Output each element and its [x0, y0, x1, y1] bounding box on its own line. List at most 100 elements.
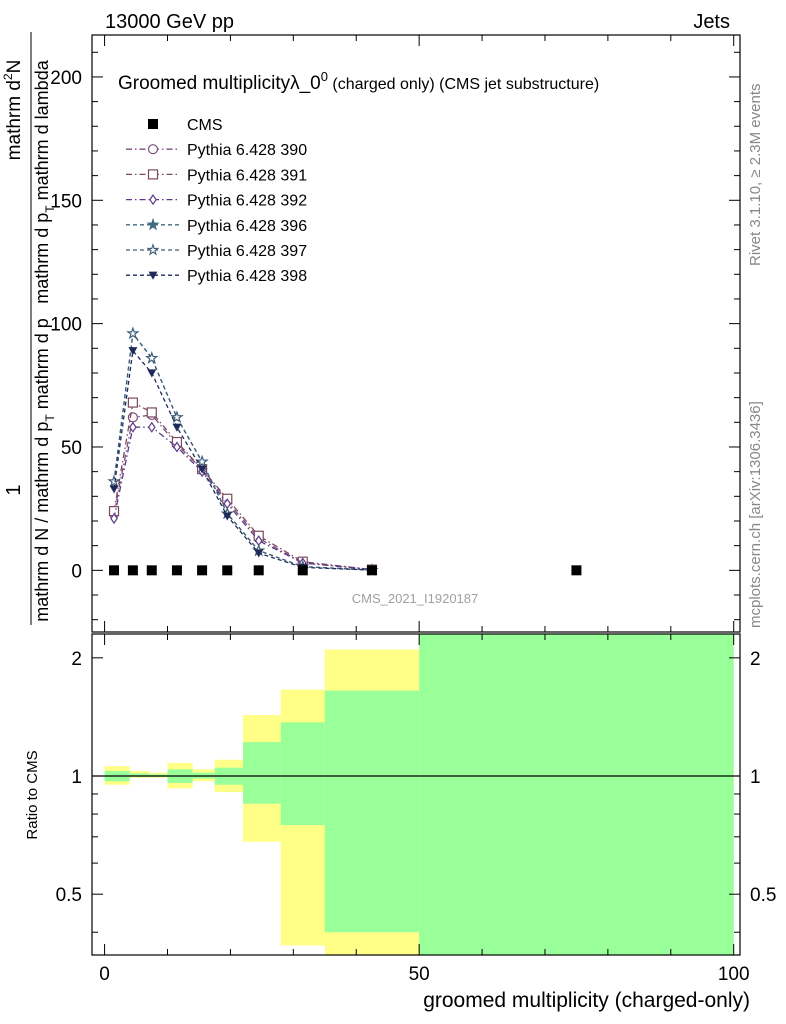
header-energy-label: 13000 GeV pp: [105, 11, 234, 33]
cms-point: [127, 565, 138, 576]
y-tick-label: 0: [71, 561, 82, 582]
main-plot-frame: [91, 34, 741, 633]
series-pythia-6.428-396: [107, 326, 379, 576]
header-category-label: Jets: [693, 11, 730, 33]
ratio-band-green: [280, 722, 325, 826]
ratio-band-green: [324, 690, 420, 933]
cms-point: [571, 565, 582, 576]
ratio-band-green: [419, 634, 734, 955]
plot-title-sup: 0: [321, 69, 328, 84]
cms-point: [297, 565, 308, 576]
cms-point: [366, 565, 377, 576]
series-point: [172, 423, 182, 432]
legend-label: Pythia 6.428 391: [187, 167, 307, 184]
y-label-one: 1: [3, 484, 25, 495]
x-tick-label: 100: [718, 964, 750, 985]
cms-point: [253, 565, 264, 576]
y-tick-label: 50: [61, 438, 82, 459]
cms-point: [222, 565, 233, 576]
y-label-lower-expression: mathrm d N / mathrm d pT mathrm d p: [32, 318, 57, 621]
ratio-tick-label-right: 1: [750, 767, 761, 788]
plot-title: Groomed multiplicityλ_00 (charged only) …: [118, 69, 599, 94]
series-point: [126, 326, 140, 340]
series-point: [110, 512, 118, 525]
series-point: [129, 421, 137, 433]
series-point: [170, 410, 184, 424]
ratio-tick-label-right: 0.5: [750, 885, 776, 906]
y-tick-label: 200: [50, 68, 82, 89]
legend-marker: [146, 243, 160, 256]
y-label-numerator: mathrm d2N: [1, 60, 25, 161]
series-point: [146, 407, 157, 418]
legend-entry: CMS: [148, 117, 223, 134]
axis-tick-labels: 0 50 100 0 50 100 150 200 0.5 0.5 1 1 2 2: [50, 68, 776, 985]
cms-data-points: [109, 565, 582, 576]
cms-point: [171, 565, 182, 576]
series-point: [173, 441, 181, 453]
ratio-y-axis-label: Ratio to CMS: [24, 750, 41, 839]
series-line: [113, 426, 373, 571]
cms-point: [109, 565, 120, 576]
series-point: [109, 485, 119, 494]
ratio-tick-label: 2: [71, 649, 82, 670]
y-tick-label: 100: [50, 315, 82, 336]
x-tick-label: 0: [99, 964, 110, 985]
legend-entry: Pythia 6.428 390: [126, 142, 307, 159]
plot-title-main: Groomed multiplicityλ_0: [118, 73, 321, 94]
cms-point: [146, 565, 157, 576]
legend-entry: Pythia 6.428 396: [126, 218, 307, 235]
legend-entry: Pythia 6.428 391: [126, 167, 307, 184]
rivet-version-label: Rivet 3.1.10, ≥ 2.3M events: [747, 84, 764, 267]
series-line: [113, 331, 373, 571]
series-point: [197, 465, 207, 474]
ratio-band-green: [242, 742, 281, 804]
series-pythia-6.428-390: [108, 409, 378, 575]
x-tick-label: 50: [409, 964, 430, 985]
legend-entry: Pythia 6.428 398: [126, 268, 307, 285]
mcplots-label: mcplots.cern.ch [arXiv:1306.3436]: [747, 401, 764, 628]
series-line: [113, 331, 373, 571]
series-point: [195, 454, 209, 468]
x-axis-label: groomed multiplicity (charged-only): [423, 989, 750, 1012]
legend-label: Pythia 6.428 390: [187, 142, 307, 159]
series-point: [107, 474, 121, 488]
series-point: [254, 549, 264, 558]
legend-entry: Pythia 6.428 392: [126, 193, 307, 210]
legend-label: CMS: [187, 117, 223, 134]
legend-marker: [149, 194, 157, 206]
analysis-watermark: CMS_2021_I1920187: [352, 591, 479, 606]
legend-entry: Pythia 6.428 397: [126, 243, 307, 260]
ratio-tick-label: 1: [71, 767, 82, 788]
series-point: [147, 369, 157, 378]
legend-marker: [146, 217, 160, 231]
series-group: [107, 326, 379, 576]
series-point: [127, 397, 138, 408]
series-line: [113, 414, 373, 571]
y-axis-label: 1 mathrm d2N mathrm d pT mathrm d lambda…: [1, 32, 57, 625]
plot-title-suffix: (charged only) (CMS jet substructure): [328, 76, 599, 93]
ratio-bands: [104, 634, 734, 955]
series-point: [147, 421, 156, 433]
legend-marker: [147, 144, 159, 155]
series-pythia-6.428-391: [108, 397, 378, 575]
legend: CMS Pythia 6.428 390 Pythia 6.428 391 Pythi…: [126, 117, 307, 285]
legend-label: Pythia 6.428 398: [187, 268, 307, 285]
ratio-band-green: [129, 773, 149, 777]
series-line: [113, 349, 373, 571]
legend-label: Pythia 6.428 396: [187, 218, 307, 235]
y-label-denominator: mathrm d pT mathrm d lambda: [32, 59, 57, 303]
series-point: [145, 351, 159, 364]
legend-marker: [148, 271, 158, 280]
series-pythia-6.428-397: [107, 326, 379, 576]
legend-marker: [147, 169, 159, 180]
series-pythia-6.428-398: [109, 347, 377, 575]
ratio-tick-label-right: 2: [750, 649, 761, 670]
series-point: [128, 347, 138, 356]
cms-point: [197, 565, 208, 576]
legend-marker: [148, 119, 158, 129]
y-tick-label: 150: [50, 191, 82, 212]
legend-label: Pythia 6.428 397: [187, 243, 307, 260]
ratio-tick-label: 0.5: [56, 885, 82, 906]
series-point: [222, 512, 232, 521]
